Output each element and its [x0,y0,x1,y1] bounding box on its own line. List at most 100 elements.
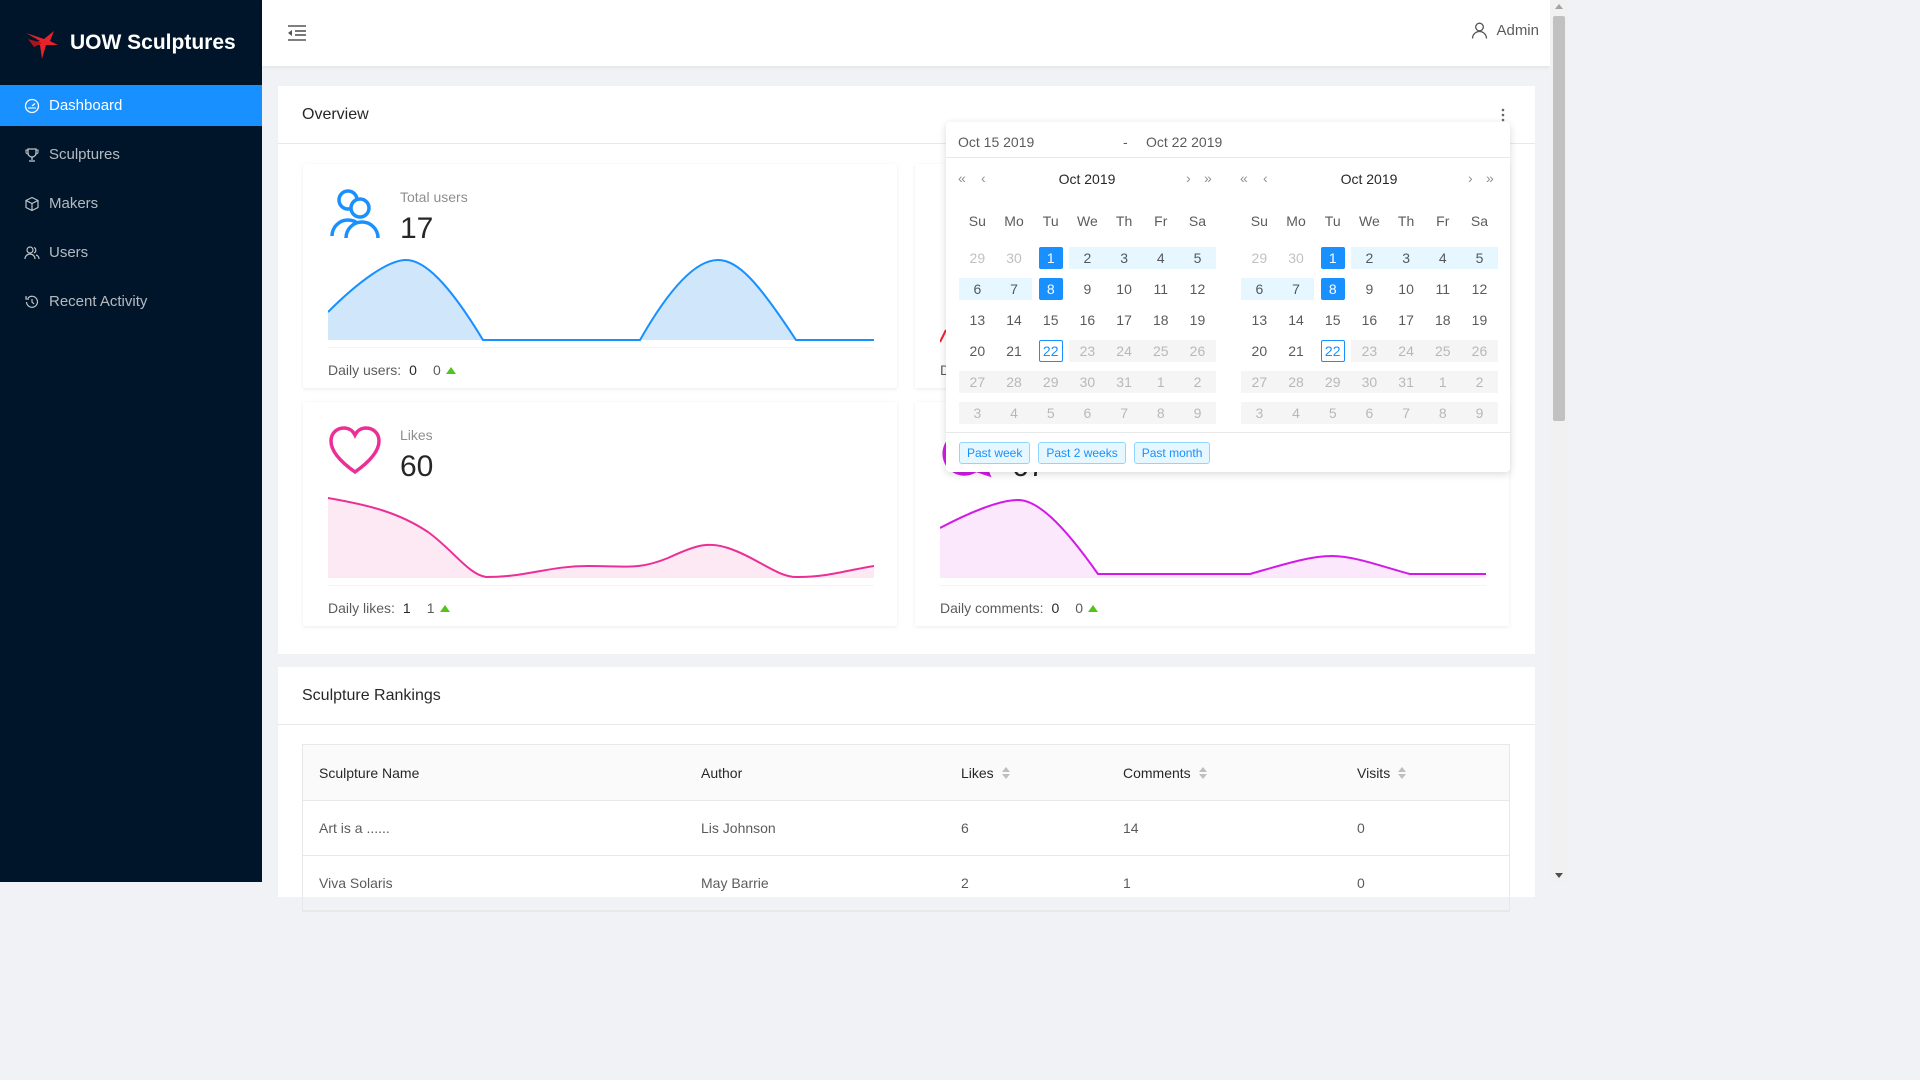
sidebar-item-sculptures[interactable]: Sculptures [0,134,262,175]
start-date-input[interactable]: Oct 15 2019 [958,134,1035,150]
calendar-day[interactable]: 29 [1251,249,1268,266]
weekday-label: We [1359,213,1380,229]
column-header-likes[interactable]: Likes [961,745,1010,800]
menu-fold-icon[interactable] [286,22,308,44]
calendar-day[interactable]: 1 [1032,246,1069,269]
next-month-icon[interactable]: › [1186,170,1191,186]
logo[interactable]: UOW Sculptures [0,0,262,85]
calendar-day[interactable]: 11 [1435,280,1451,297]
calendar-day[interactable]: 22 [1314,339,1351,362]
prev-month-icon[interactable]: ‹ [1263,170,1268,186]
sidebar-item-recent-activity[interactable]: Recent Activity [0,281,262,322]
calendar-day[interactable]: 16 [1079,311,1096,328]
month-title[interactable]: Oct 2019 [1058,171,1116,187]
calendar-day[interactable]: 9 [1083,280,1092,297]
more-vertical-icon[interactable] [1501,108,1505,122]
calendar-day[interactable]: 17 [1116,311,1132,328]
preset-past-month[interactable]: Past month [1133,441,1211,464]
sidebar-item-makers[interactable]: Makers [0,183,262,224]
calendar-day[interactable]: 4 [1142,246,1180,269]
table-row[interactable]: Viva Solaris May Barrie 2 1 0 [303,856,1509,911]
calendar-day[interactable]: 3 [1387,246,1425,269]
calendar-day[interactable]: 3 [1105,246,1143,269]
calendar-day[interactable]: 2 [1351,246,1388,269]
calendar-day[interactable]: 6 [1241,277,1278,300]
calendar-day[interactable]: 22 [1032,339,1069,362]
delta: 0 [1075,600,1099,616]
page-scrollbar[interactable] [1550,0,1568,882]
calendar-day[interactable]: 11 [1153,280,1169,297]
sort-icon[interactable] [1198,766,1207,779]
calendar-day: 9 [1461,401,1498,424]
user-menu[interactable]: Admin [1471,22,1539,39]
calendar-day[interactable]: 4 [1424,246,1462,269]
likes-sparkline [328,497,874,586]
next-year-icon[interactable]: » [1204,170,1212,186]
preset-past-2-weeks[interactable]: Past 2 weeks [1038,441,1126,464]
calendar-day[interactable]: 21 [1288,342,1304,359]
calendar-day[interactable]: 12 [1471,280,1488,297]
calendar-day[interactable]: 15 [1042,311,1059,328]
calendar-day[interactable]: 7 [1277,277,1315,300]
calendar-day[interactable]: 8 [1314,277,1351,300]
calendar-day[interactable]: 8 [1032,277,1069,300]
calendar-day[interactable]: 1 [1314,246,1351,269]
calendar-day[interactable]: 19 [1471,311,1488,328]
scroll-up-icon[interactable] [1555,4,1563,9]
calendar-day: 9 [1179,401,1216,424]
next-year-icon[interactable]: » [1486,170,1494,186]
calendar-day: 5 [1032,401,1070,424]
table-row[interactable]: Art is a ...... Lis Johnson 6 14 0 [303,801,1509,856]
calendar-day[interactable]: 16 [1361,311,1378,328]
calendar-day[interactable]: 7 [995,277,1033,300]
calendar-day[interactable]: 18 [1434,311,1451,328]
preset-past-week[interactable]: Past week [959,441,1031,464]
calendar-day[interactable]: 5 [1179,246,1216,269]
calendar-day[interactable]: 15 [1324,311,1341,328]
calendar-day[interactable]: 21 [1006,342,1022,359]
calendar-day[interactable]: 13 [1251,311,1268,328]
prev-month-icon[interactable]: ‹ [981,170,986,186]
scroll-down-icon[interactable] [1555,873,1563,878]
calendar-day[interactable]: 6 [959,277,996,300]
sort-icon[interactable] [1001,766,1010,779]
weekday-label: Su [1250,213,1268,229]
calendar-day[interactable]: 30 [1288,249,1304,266]
month-title[interactable]: Oct 2019 [1340,171,1398,187]
prev-year-icon[interactable]: « [1240,170,1248,186]
cell-visits: 0 [1357,875,1365,891]
scroll-thumb[interactable] [1553,16,1565,421]
calendar-day[interactable]: 30 [1006,249,1022,266]
sidebar-item-dashboard[interactable]: Dashboard [0,85,262,126]
column-header-name: Sculpture Name [319,764,420,781]
calendar-day[interactable]: 14 [1288,311,1304,328]
calendar-day[interactable]: 9 [1365,280,1374,297]
calendar-day[interactable]: 2 [1069,246,1106,269]
calendar-day[interactable]: 5 [1461,246,1498,269]
delta: 0 [433,362,456,378]
calendar-day[interactable]: 20 [1251,342,1268,359]
sort-icon[interactable] [1398,766,1407,779]
column-header-comments[interactable]: Comments [1123,745,1207,800]
next-month-icon[interactable]: › [1468,170,1473,186]
calendar-week: 20 21 22 23 24 25 26 [959,335,1216,366]
calendar-day[interactable]: 12 [1189,280,1206,297]
calendar-day[interactable]: 18 [1152,311,1169,328]
prev-year-icon[interactable]: « [958,170,966,186]
calendar-day[interactable]: 20 [969,342,986,359]
calendar-day[interactable]: 10 [1398,280,1414,297]
weekday-label: Mo [1286,213,1306,229]
calendar-day[interactable]: 19 [1189,311,1206,328]
calendar-day[interactable]: 14 [1006,311,1022,328]
sidebar-item-users[interactable]: Users [0,232,262,273]
day-grid: 29 30 1 2 3 4 5 6 7 8 9 10 11 12 13 14 15 16 17 18 19 20 21 22 2… [1241,242,1498,428]
column-header-visits[interactable]: Visits [1357,745,1407,800]
calendar-day[interactable]: 29 [969,249,986,266]
end-date-input[interactable]: Oct 22 2019 [1146,134,1223,150]
calendar-day[interactable]: 13 [969,311,986,328]
table-header: Sculpture Name Author Likes Comments Vis… [303,745,1509,801]
calendar-week: 27 28 29 30 31 1 2 [959,366,1216,397]
calendar-day[interactable]: 17 [1398,311,1414,328]
weekday-label: Fr [1154,213,1168,229]
calendar-day[interactable]: 10 [1116,280,1132,297]
